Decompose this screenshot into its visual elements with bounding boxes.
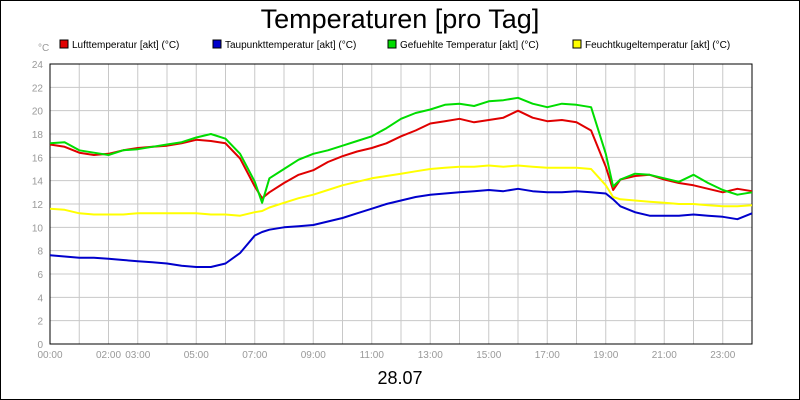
- x-axis-date-label: 28.07: [377, 368, 422, 388]
- y-tick-label: 12: [32, 200, 44, 211]
- x-tick-label: 17:00: [535, 350, 560, 361]
- chart-title: Temperaturen [pro Tag]: [261, 4, 540, 34]
- x-tick-label: 05:00: [184, 350, 209, 361]
- y-tick-label: 0: [37, 340, 43, 351]
- y-tick-label: 20: [32, 107, 44, 118]
- plot-area-border: [49, 63, 753, 345]
- x-tick-label: 19:00: [593, 350, 618, 361]
- legend: Lufttemperatur [akt] (°C) Taupunkttempera…: [59, 39, 730, 51]
- y-axis-unit-label: °C: [38, 43, 49, 54]
- x-tick-label: 09:00: [301, 350, 326, 361]
- legend-swatch: [59, 39, 69, 49]
- y-tick-label: 4: [37, 293, 43, 304]
- legend-swatch: [212, 39, 222, 49]
- x-tick-label: 23:00: [710, 350, 735, 361]
- y-tick-label: 2: [37, 317, 43, 328]
- series-line-4: [49, 164, 753, 217]
- y-tick-label: 22: [32, 83, 44, 94]
- series-line-1: [49, 109, 753, 200]
- x-tick-label: 11:00: [360, 350, 385, 361]
- legend-label: Feuchtkugeltemperatur [akt] (°C): [585, 40, 730, 51]
- y-tick-label: 16: [32, 153, 44, 164]
- y-tick-label: 24: [32, 60, 44, 71]
- y-tick-label: 18: [32, 130, 44, 141]
- y-tick-label: 14: [32, 177, 44, 188]
- x-tick-label: 13:00: [418, 350, 443, 361]
- x-tick-label: 21:00: [652, 350, 677, 361]
- series-line-3: [49, 96, 753, 204]
- series-lines: [49, 96, 753, 268]
- legend-swatch: [387, 39, 397, 49]
- series-line-2: [49, 187, 753, 268]
- legend-swatch: [572, 39, 582, 49]
- grid: [50, 64, 752, 344]
- legend-label: Gefuehlte Temperatur [akt] (°C): [400, 40, 539, 51]
- x-tick-label: 02:00: [96, 350, 121, 361]
- x-axis-ticks: 00:00 02:00 03:00 05:00 07:00 09:00 11:00 13:00…: [37, 350, 735, 361]
- x-tick-label: 00:00: [37, 350, 62, 361]
- legend-label: Taupunkttemperatur [akt] (°C): [225, 40, 356, 51]
- y-tick-label: 10: [32, 223, 44, 234]
- y-tick-label: 6: [37, 270, 43, 281]
- x-tick-label: 03:00: [125, 350, 150, 361]
- legend-label: Lufttemperatur [akt] (°C): [72, 40, 179, 51]
- x-tick-label: 07:00: [242, 350, 267, 361]
- x-tick-label: 15:00: [476, 350, 501, 361]
- y-tick-label: 8: [37, 247, 43, 258]
